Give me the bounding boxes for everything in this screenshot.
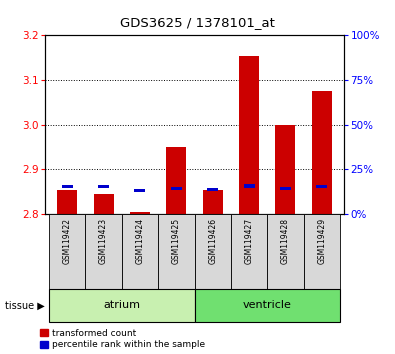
Bar (98, 185, 109, 188)
Bar (231, 214, 267, 289)
Text: GDS3625 / 1378101_at: GDS3625 / 1378101_at (120, 16, 275, 29)
Text: ventricle: ventricle (243, 300, 292, 310)
Text: atrium: atrium (103, 300, 140, 310)
Bar (94, 194, 114, 214)
Text: GSM119422: GSM119422 (63, 218, 72, 264)
Bar (85, 214, 122, 289)
Text: GSM119423: GSM119423 (99, 218, 108, 264)
Bar (280, 187, 291, 190)
Bar (171, 187, 182, 190)
Bar (158, 214, 195, 289)
Bar (122, 214, 158, 289)
Bar (166, 147, 186, 214)
Text: GSM119425: GSM119425 (172, 218, 181, 264)
Bar (316, 185, 327, 188)
Text: tissue ▶: tissue ▶ (5, 301, 45, 311)
Text: GSM119426: GSM119426 (208, 218, 217, 264)
Bar (244, 184, 255, 188)
Text: GSM119427: GSM119427 (245, 218, 254, 264)
Bar (275, 125, 295, 214)
Bar (130, 212, 150, 214)
Bar (207, 188, 218, 191)
Bar (194, 289, 340, 322)
Bar (134, 189, 145, 193)
Bar (57, 190, 77, 214)
Bar (304, 214, 340, 289)
Text: GSM119428: GSM119428 (281, 218, 290, 264)
Bar (312, 91, 332, 214)
Bar (203, 190, 223, 214)
Bar (267, 214, 304, 289)
Bar (194, 214, 231, 289)
Text: GSM119429: GSM119429 (317, 218, 326, 264)
Bar (62, 185, 73, 188)
Bar (49, 289, 194, 322)
Bar (239, 56, 259, 214)
Legend: transformed count, percentile rank within the sample: transformed count, percentile rank withi… (40, 329, 205, 349)
Bar (49, 214, 85, 289)
Text: GSM119424: GSM119424 (135, 218, 145, 264)
